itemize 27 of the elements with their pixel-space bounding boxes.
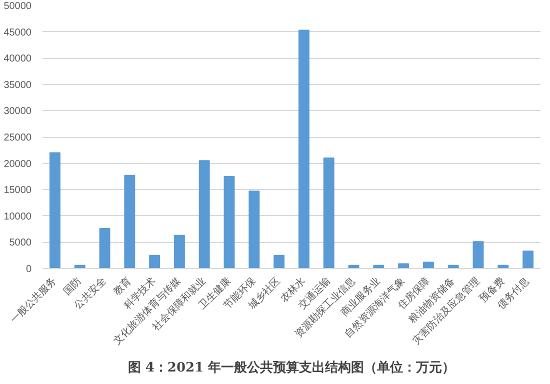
y-tick-label: 15000: [4, 185, 32, 196]
y-tick-label: 25000: [4, 132, 32, 144]
bar: [472, 241, 484, 268]
bar: [323, 158, 334, 268]
bar: [522, 250, 534, 268]
y-tick-label: 5000: [9, 238, 32, 249]
bar: [198, 160, 210, 268]
bar: [124, 174, 136, 268]
y-tick-label: 20000: [4, 158, 32, 170]
bar: [274, 254, 285, 268]
bar: [49, 152, 60, 268]
y-tick-label: 0: [26, 264, 32, 275]
x-tick-label: 一般公共服务: [8, 274, 59, 326]
caption: 图 4：2021 年一般公共预算支出结构图（单位：万元）: [128, 360, 456, 376]
y-tick-label: 10000: [4, 211, 32, 222]
bar: [149, 254, 160, 268]
y-tick-label: 45000: [4, 27, 32, 38]
y-tick-label: 50000: [4, 1, 32, 12]
y-tick-label: 40000: [4, 54, 32, 65]
y-tick-label: 35000: [4, 80, 32, 91]
y-tick-label: 30000: [4, 106, 32, 118]
bar: [422, 262, 434, 268]
bar: [174, 234, 185, 268]
bar: [99, 228, 110, 268]
bar: [248, 190, 260, 268]
bar: [224, 176, 235, 268]
bar: [298, 30, 310, 268]
